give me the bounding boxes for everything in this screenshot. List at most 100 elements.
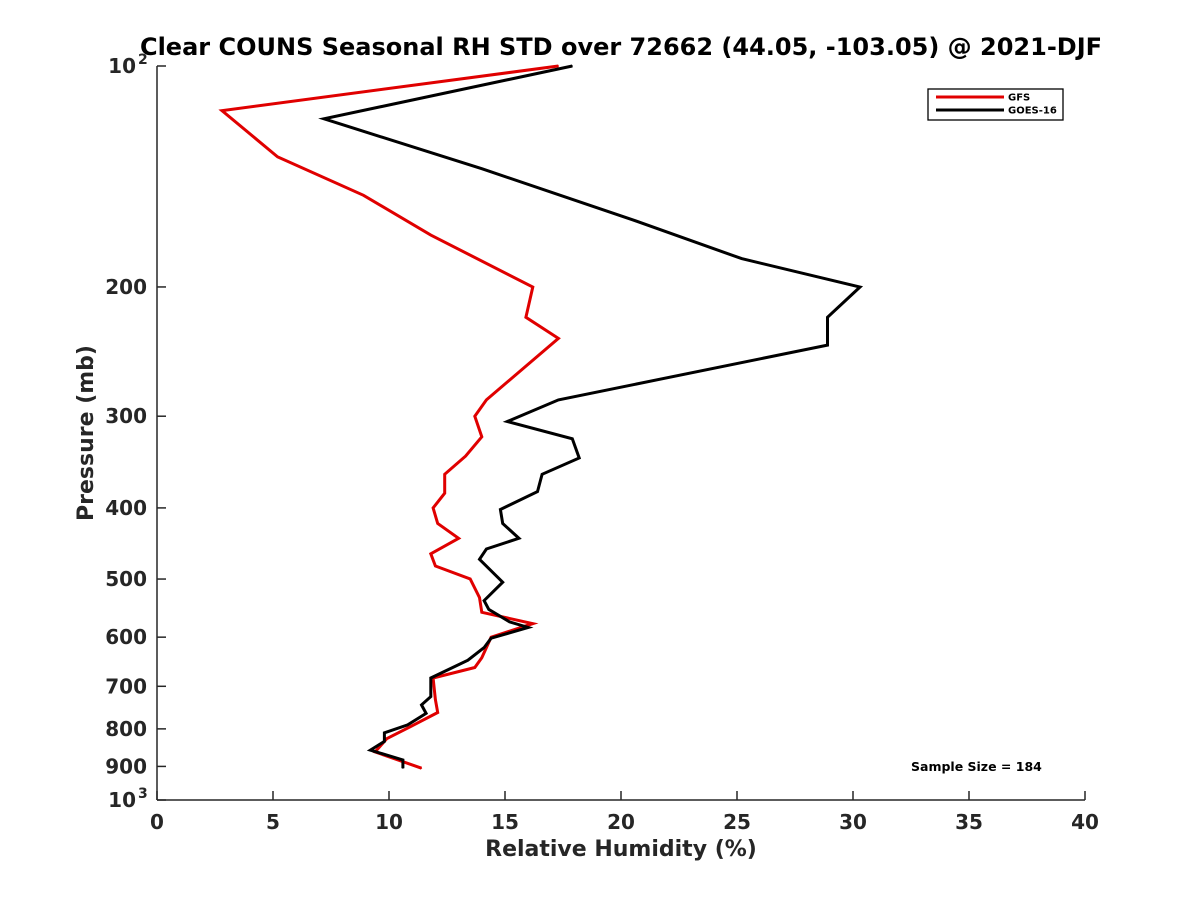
y-tick-label: 900	[105, 754, 147, 778]
x-tick-label: 30	[839, 810, 867, 834]
data-point-goes-16	[425, 712, 427, 715]
x-tick-label: 40	[1071, 810, 1099, 834]
data-point-gfs	[432, 507, 434, 509]
data-point-gfs	[420, 767, 423, 769]
legend-label-gfs: GFS	[1008, 93, 1030, 104]
data-point-goes-16	[826, 344, 829, 346]
data-point-goes-16	[323, 118, 325, 120]
x-tick-label: 15	[491, 810, 519, 834]
data-point-goes-16	[490, 637, 492, 639]
data-point-gfs	[481, 436, 483, 438]
data-point-gfs	[557, 65, 560, 67]
y-tick-label: 300	[105, 404, 147, 428]
data-point-goes-16	[383, 732, 385, 734]
y-tick-exponent: 3	[138, 786, 148, 802]
data-point-gfs	[386, 738, 388, 740]
data-point-gfs	[437, 711, 439, 714]
y-tick-label: 800	[105, 717, 147, 741]
y-tick-label: 10	[108, 788, 136, 812]
data-point-goes-16	[502, 522, 504, 525]
data-point-goes-16	[402, 759, 404, 761]
data-point-gfs	[474, 415, 476, 417]
legend-label-goes-16: GOES-16	[1008, 106, 1057, 117]
data-point-gfs	[474, 666, 476, 669]
y-tick-label: 10	[108, 54, 136, 78]
data-point-gfs	[532, 286, 534, 288]
data-point-goes-16	[499, 508, 501, 511]
data-point-goes-16	[430, 696, 432, 698]
data-point-gfs	[532, 623, 534, 625]
y-tick-label: 600	[105, 625, 147, 649]
data-point-gfs	[557, 337, 560, 339]
data-point-goes-16	[541, 473, 543, 475]
data-point-goes-16	[859, 286, 861, 288]
data-point-goes-16	[826, 316, 829, 318]
x-axis-label: Relative Humidity (%)	[485, 837, 757, 862]
data-point-gfs	[434, 565, 436, 567]
data-point-goes-16	[481, 168, 483, 170]
data-point-gfs	[437, 522, 439, 525]
data-point-goes-16	[527, 626, 529, 629]
data-point-goes-16	[467, 659, 469, 661]
data-point-gfs	[478, 597, 481, 599]
data-point-gfs	[430, 553, 432, 555]
data-point-goes-16	[483, 600, 485, 602]
x-tick-label: 20	[607, 810, 635, 834]
data-point-gfs	[434, 699, 436, 701]
series-line-gfs	[218, 64, 561, 770]
data-point-goes-16	[488, 608, 490, 611]
y-tick-label: 400	[105, 496, 147, 520]
data-point-goes-16	[420, 704, 423, 706]
data-point-gfs	[277, 156, 279, 158]
data-point-goes-16	[509, 621, 511, 623]
data-point-goes-16	[741, 258, 743, 260]
data-point-goes-16	[483, 647, 485, 649]
data-point-goes-16	[506, 420, 508, 423]
data-point-gfs	[523, 367, 525, 369]
data-point-gfs	[444, 492, 446, 494]
data-point-goes-16	[502, 581, 504, 583]
data-point-goes-16	[478, 558, 481, 560]
data-point-gfs	[481, 657, 483, 659]
series-layer	[218, 64, 864, 770]
data-point-gfs	[469, 578, 471, 580]
chart-title: Clear COUNS Seasonal RH STD over 72662 (…	[140, 33, 1102, 61]
data-point-gfs	[409, 726, 411, 728]
y-tick-label: 500	[105, 567, 147, 591]
data-point-gfs	[481, 611, 483, 613]
data-point-goes-16	[407, 724, 409, 726]
sample-size-annotation: Sample Size = 184	[911, 759, 1042, 774]
legend: GFS GOES-16	[927, 88, 1064, 121]
data-point-goes-16	[518, 537, 520, 539]
y-axis-label: Pressure (mb)	[74, 345, 99, 521]
data-point-goes-16	[383, 740, 385, 743]
data-point-goes-16	[578, 457, 580, 459]
y-tick-label: 200	[105, 275, 147, 299]
data-point-goes-16	[536, 491, 539, 493]
y-tick-exponent: 2	[138, 52, 148, 68]
x-tick-label: 35	[955, 810, 983, 834]
x-tick-label: 5	[266, 810, 280, 834]
data-point-goes-16	[369, 749, 371, 751]
data-point-goes-16	[485, 548, 487, 550]
data-point-gfs	[430, 234, 432, 236]
data-point-goes-16	[571, 438, 573, 440]
data-point-gfs	[525, 316, 527, 318]
data-point-gfs	[458, 537, 460, 539]
legend-box	[927, 88, 1064, 121]
data-point-goes-16	[402, 767, 404, 769]
x-tick-label: 10	[375, 810, 403, 834]
x-tick-label: 25	[723, 810, 751, 834]
data-point-goes-16	[632, 219, 634, 221]
y-tick-label: 700	[105, 674, 147, 698]
x-tick-label: 0	[150, 810, 164, 834]
data-point-gfs	[444, 473, 446, 475]
data-point-gfs	[485, 399, 487, 401]
data-point-gfs	[362, 194, 365, 196]
data-point-gfs	[465, 455, 467, 457]
data-point-goes-16	[557, 399, 560, 401]
data-point-gfs	[221, 110, 223, 112]
